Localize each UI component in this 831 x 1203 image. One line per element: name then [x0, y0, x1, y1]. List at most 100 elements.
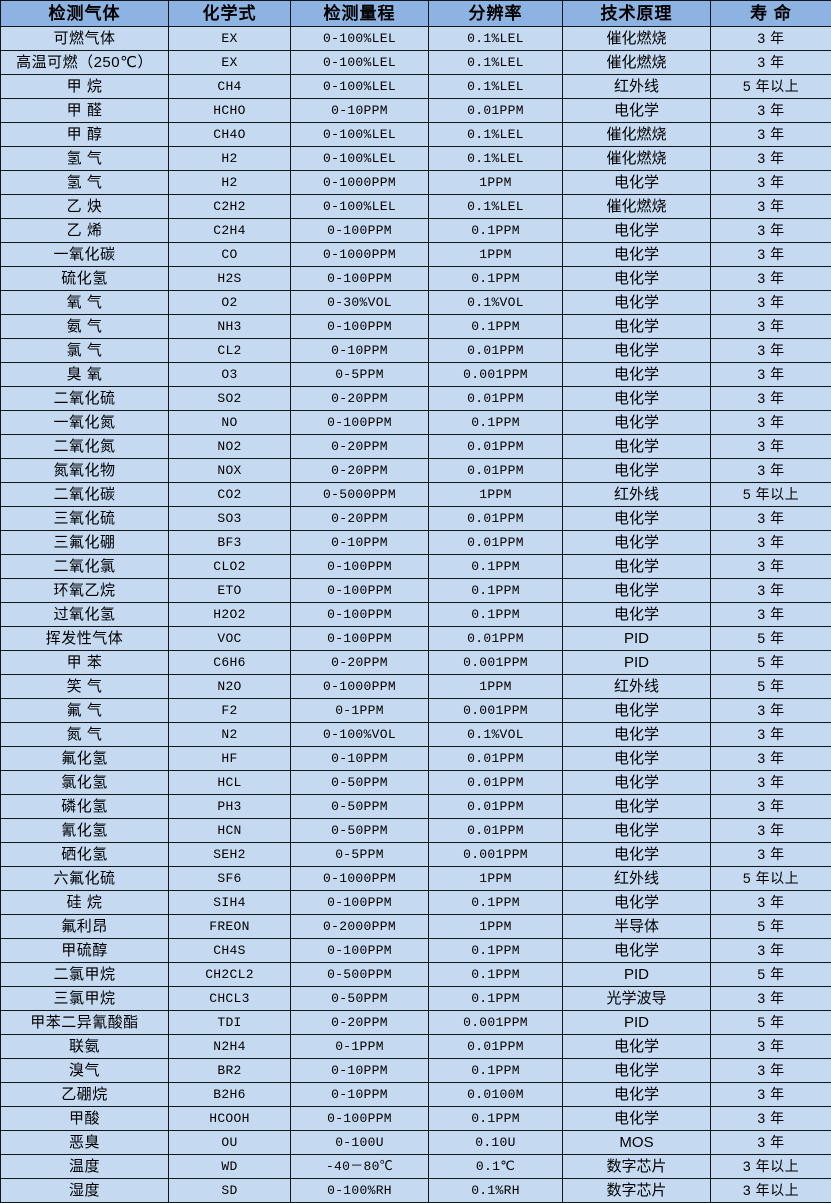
cell-lifespan: 5 年: [711, 915, 831, 939]
column-header-technology-principle: 技术原理: [563, 1, 711, 27]
cell-technology-principle: 红外线: [563, 675, 711, 699]
cell-resolution: 0.1PPM: [429, 411, 563, 435]
cell-gas-name: 一氧化碳: [1, 243, 169, 267]
cell-technology-principle: 催化燃烧: [563, 147, 711, 171]
cell-detection-range: 0-100PPM: [291, 891, 429, 915]
cell-chemical-formula: CH4O: [169, 123, 291, 147]
column-header-detection-range: 检测量程: [291, 1, 429, 27]
cell-chemical-formula: BF3: [169, 531, 291, 555]
cell-gas-name: 过氧化氢: [1, 603, 169, 627]
cell-gas-name: 挥发性气体: [1, 627, 169, 651]
cell-lifespan: 3 年: [711, 99, 831, 123]
cell-gas-name: 六氟化硫: [1, 867, 169, 891]
column-header-resolution: 分辨率: [429, 1, 563, 27]
cell-detection-range: 0-100PPM: [291, 267, 429, 291]
cell-resolution: 0.001PPM: [429, 843, 563, 867]
cell-resolution: 0.1PPM: [429, 963, 563, 987]
cell-lifespan: 3 年: [711, 339, 831, 363]
cell-gas-name: 甲苯二异氰酸酯: [1, 1011, 169, 1035]
cell-resolution: 0.001PPM: [429, 699, 563, 723]
cell-resolution: 0.1%LEL: [429, 147, 563, 171]
cell-technology-principle: 电化学: [563, 723, 711, 747]
cell-technology-principle: 催化燃烧: [563, 27, 711, 51]
table-header: 检测气体 化学式 检测量程 分辨率 技术原理 寿 命: [1, 1, 831, 27]
cell-resolution: 0.1%LEL: [429, 51, 563, 75]
cell-detection-range: 0-5000PPM: [291, 483, 429, 507]
cell-technology-principle: PID: [563, 627, 711, 651]
cell-lifespan: 3 年: [711, 435, 831, 459]
cell-detection-range: 0-10PPM: [291, 339, 429, 363]
cell-detection-range: 0-1000PPM: [291, 243, 429, 267]
cell-technology-principle: 电化学: [563, 843, 711, 867]
cell-chemical-formula: NOX: [169, 459, 291, 483]
cell-detection-range: 0-2000PPM: [291, 915, 429, 939]
cell-gas-name: 温度: [1, 1155, 169, 1179]
cell-detection-range: 0-20PPM: [291, 459, 429, 483]
cell-resolution: 0.01PPM: [429, 507, 563, 531]
cell-lifespan: 5 年: [711, 651, 831, 675]
cell-detection-range: 0-100U: [291, 1131, 429, 1155]
cell-gas-name: 硅 烷: [1, 891, 169, 915]
cell-technology-principle: 电化学: [563, 339, 711, 363]
cell-gas-name: 高温可燃（250℃）: [1, 51, 169, 75]
cell-chemical-formula: HCHO: [169, 99, 291, 123]
cell-technology-principle: 红外线: [563, 75, 711, 99]
cell-resolution: 1PPM: [429, 675, 563, 699]
cell-resolution: 0.1PPM: [429, 555, 563, 579]
cell-detection-range: 0-5PPM: [291, 843, 429, 867]
cell-lifespan: 5 年以上: [711, 483, 831, 507]
cell-chemical-formula: SO3: [169, 507, 291, 531]
cell-lifespan: 3 年: [711, 363, 831, 387]
cell-detection-range: 0-20PPM: [291, 651, 429, 675]
cell-chemical-formula: EX: [169, 51, 291, 75]
cell-detection-range: 0-1PPM: [291, 699, 429, 723]
cell-technology-principle: 电化学: [563, 1107, 711, 1131]
cell-gas-name: 甲 醛: [1, 99, 169, 123]
cell-chemical-formula: B2H6: [169, 1083, 291, 1107]
cell-gas-name: 硒化氢: [1, 843, 169, 867]
cell-gas-name: 臭 氧: [1, 363, 169, 387]
cell-lifespan: 3 年: [711, 507, 831, 531]
cell-resolution: 0.001PPM: [429, 651, 563, 675]
cell-technology-principle: 电化学: [563, 243, 711, 267]
cell-gas-name: 氟利昂: [1, 915, 169, 939]
cell-technology-principle: 数字芯片: [563, 1155, 711, 1179]
cell-resolution: 0.001PPM: [429, 1011, 563, 1035]
cell-chemical-formula: OU: [169, 1131, 291, 1155]
cell-lifespan: 3 年: [711, 51, 831, 75]
cell-resolution: 0.01PPM: [429, 435, 563, 459]
cell-technology-principle: 电化学: [563, 171, 711, 195]
cell-technology-principle: 电化学: [563, 1035, 711, 1059]
cell-gas-name: 甲硫醇: [1, 939, 169, 963]
cell-resolution: 0.01PPM: [429, 795, 563, 819]
cell-detection-range: 0-100PPM: [291, 603, 429, 627]
cell-detection-range: 0-100PPM: [291, 939, 429, 963]
cell-lifespan: 3 年: [711, 531, 831, 555]
cell-chemical-formula: H2S: [169, 267, 291, 291]
cell-gas-name: 三氧化硫: [1, 507, 169, 531]
cell-chemical-formula: NH3: [169, 315, 291, 339]
cell-resolution: 1PPM: [429, 867, 563, 891]
cell-detection-range: 0-1000PPM: [291, 171, 429, 195]
